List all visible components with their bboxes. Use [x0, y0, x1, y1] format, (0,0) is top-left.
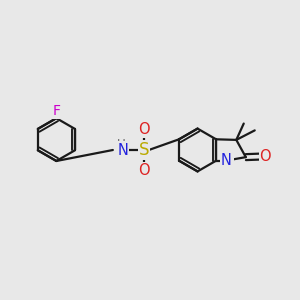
Text: H: H [117, 138, 125, 151]
Text: H: H [225, 159, 233, 172]
Text: S: S [139, 141, 149, 159]
Text: O: O [260, 149, 271, 164]
Text: O: O [138, 122, 150, 137]
Text: N: N [221, 153, 232, 168]
Text: O: O [138, 163, 150, 178]
Text: F: F [52, 104, 60, 118]
Text: N: N [117, 142, 128, 158]
